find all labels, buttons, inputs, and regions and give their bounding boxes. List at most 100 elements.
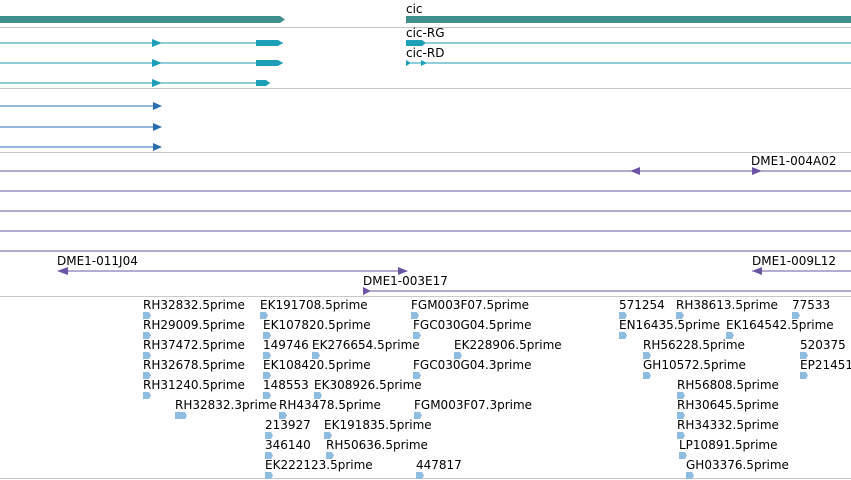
est-label[interactable]: 447817 [416, 458, 462, 472]
est-label[interactable]: EK191708.5prime [260, 298, 368, 312]
est-arrow-icon[interactable] [643, 372, 651, 379]
est-arrow-icon[interactable] [726, 332, 734, 339]
est-arrow-icon[interactable] [260, 312, 268, 319]
est-arrow-icon[interactable] [143, 352, 151, 359]
est-label[interactable]: EK228906.5prime [454, 338, 562, 352]
est-label[interactable]: RH37472.5prime [143, 338, 245, 352]
est-arrow-icon[interactable] [416, 472, 424, 479]
est-arrow-icon[interactable] [263, 392, 271, 399]
est-label[interactable]: 346140 [265, 438, 311, 452]
est-label[interactable]: EK107820.5prime [263, 318, 371, 332]
clone-label-009L12[interactable]: DME1-009L12 [752, 254, 836, 268]
clone-label-004A02[interactable]: DME1-004A02 [751, 154, 837, 168]
est-arrow-icon[interactable] [324, 432, 332, 439]
est-label[interactable]: RH29009.5prime [143, 318, 245, 332]
exon-arrow-icon [152, 79, 162, 87]
est-label[interactable]: RH32678.5prime [143, 358, 245, 372]
est-arrow-icon[interactable] [792, 312, 800, 319]
est-label[interactable]: EK222123.5prime [265, 458, 373, 472]
est-label[interactable]: RH32832.5prime [143, 298, 245, 312]
est-arrow-icon[interactable] [677, 432, 685, 439]
est-arrow-icon[interactable] [175, 412, 187, 419]
track-divider-transcripts-thin [0, 152, 851, 153]
arrow-right-icon [278, 40, 283, 46]
est-arrow-icon[interactable] [143, 392, 151, 399]
est-label[interactable]: 149746 [263, 338, 309, 352]
arrow-right-icon [406, 60, 411, 66]
est-arrow-icon[interactable] [263, 372, 271, 379]
est-label[interactable]: RH43478.5prime [279, 398, 381, 412]
est-arrow-icon[interactable] [143, 312, 151, 319]
exon-arrow-icon [152, 59, 162, 67]
est-label[interactable]: RH32832.3prime [175, 398, 277, 412]
est-label[interactable]: EK308926.5prime [314, 378, 422, 392]
est-label[interactable]: EP21451 [800, 358, 851, 372]
arrow-right-icon [278, 60, 283, 66]
gene-label-cic[interactable]: cic [406, 2, 423, 16]
est-label[interactable]: FGC030G04.3prime [413, 358, 532, 372]
gene-bar-cic[interactable] [406, 16, 851, 23]
est-label[interactable]: GH10572.5prime [643, 358, 746, 372]
gene-bar-left[interactable] [0, 16, 280, 23]
est-arrow-icon[interactable] [677, 392, 685, 399]
est-label[interactable]: RH50636.5prime [326, 438, 428, 452]
est-label[interactable]: RH34332.5prime [677, 418, 779, 432]
est-arrow-icon[interactable] [679, 452, 687, 459]
est-label[interactable]: FGM003F07.5prime [411, 298, 530, 312]
track-divider-transcripts [0, 88, 851, 89]
est-label[interactable]: LP10891.5prime [679, 438, 778, 452]
est-arrow-icon[interactable] [676, 312, 684, 319]
est-label[interactable]: 148553 [263, 378, 309, 392]
arrow-right-icon [280, 16, 285, 23]
est-label[interactable]: EK164542.5prime [726, 318, 834, 332]
clone-label-011J04[interactable]: DME1-011J04 [57, 254, 138, 268]
est-label[interactable]: RH31240.5prime [143, 378, 245, 392]
est-arrow-icon[interactable] [413, 332, 421, 339]
est-arrow-icon[interactable] [454, 352, 462, 359]
est-arrow-icon[interactable] [414, 412, 422, 419]
est-label[interactable]: EK191835.5prime [324, 418, 432, 432]
arrow-right-icon [363, 287, 371, 295]
est-label[interactable]: EK276654.5prime [312, 338, 420, 352]
est-label[interactable]: RH56228.5prime [643, 338, 745, 352]
est-arrow-icon[interactable] [265, 472, 273, 479]
est-arrow-icon[interactable] [312, 352, 320, 359]
est-arrow-icon[interactable] [326, 452, 334, 459]
est-label[interactable]: FGM003F07.3prime [414, 398, 533, 412]
est-arrow-icon[interactable] [619, 312, 627, 319]
est-label[interactable]: 213927 [265, 418, 311, 432]
est-arrow-icon[interactable] [265, 452, 273, 459]
est-arrow-icon[interactable] [800, 372, 808, 379]
est-arrow-icon[interactable] [143, 332, 151, 339]
transcript-label-cic-rd[interactable]: cic-RD [406, 46, 445, 60]
est-label[interactable]: 571254 [619, 298, 665, 312]
est-arrow-icon[interactable] [143, 372, 151, 379]
arrow-left-icon [752, 267, 762, 275]
est-label[interactable]: RH30645.5prime [677, 398, 779, 412]
est-arrow-icon[interactable] [800, 352, 808, 359]
est-arrow-icon[interactable] [643, 352, 651, 359]
est-label[interactable]: RH56808.5prime [677, 378, 779, 392]
est-label[interactable]: 77533 [792, 298, 831, 312]
est-arrow-icon[interactable] [263, 352, 271, 359]
est-arrow-icon[interactable] [279, 412, 287, 419]
est-label[interactable]: GH03376.5prime [686, 458, 789, 472]
est-label[interactable]: 520375 [800, 338, 846, 352]
est-arrow-icon[interactable] [413, 372, 421, 379]
est-arrow-icon[interactable] [265, 432, 273, 439]
est-arrow-icon[interactable] [619, 332, 627, 339]
clone-label-003E17[interactable]: DME1-003E17 [363, 274, 448, 288]
est-arrow-icon[interactable] [263, 332, 271, 339]
est-arrow-icon[interactable] [686, 472, 694, 479]
est-label[interactable]: RH38613.5prime [676, 298, 778, 312]
est-label[interactable]: EK108420.5prime [263, 358, 371, 372]
est-arrow-icon[interactable] [677, 412, 685, 419]
est-arrow-icon[interactable] [411, 312, 419, 319]
transcript-label-cic-rg[interactable]: cic-RG [406, 26, 445, 40]
est-label[interactable]: FGC030G04.5prime [413, 318, 532, 332]
est-arrow-icon[interactable] [314, 392, 322, 399]
est-label[interactable]: EN16435.5prime [619, 318, 721, 332]
transcript-thin-track [0, 102, 162, 151]
gene-track [0, 16, 851, 23]
